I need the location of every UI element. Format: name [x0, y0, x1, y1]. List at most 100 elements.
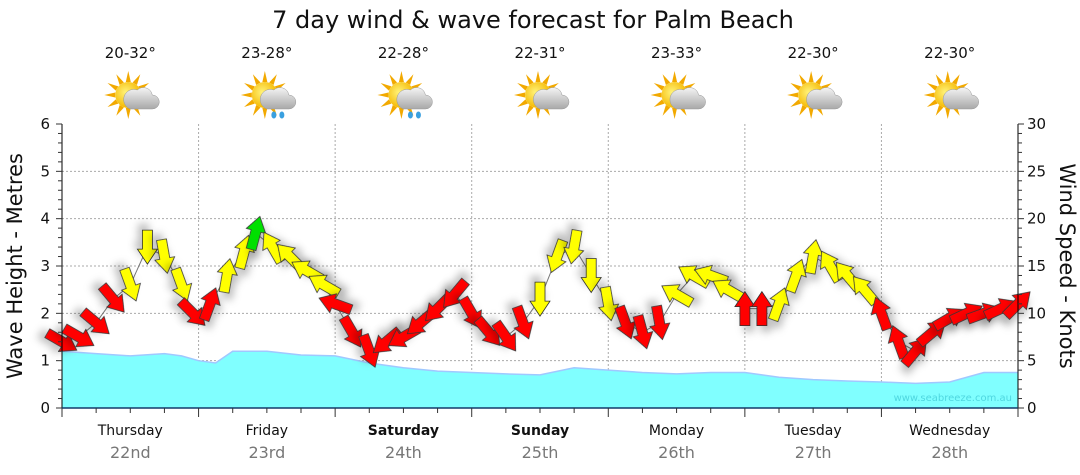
cloud — [669, 87, 706, 110]
wave-height-line — [61, 350, 1018, 385]
sun-ray — [535, 71, 541, 82]
temperature-range: 23-28° — [241, 44, 292, 62]
sun-ray — [799, 105, 807, 116]
right-tick-label: 25 — [1027, 162, 1046, 180]
sun-ray — [132, 74, 141, 85]
sun-ray — [380, 83, 392, 91]
wind-arrow — [712, 279, 746, 304]
sun-ray — [653, 99, 665, 107]
cloud — [806, 87, 843, 110]
sun-ray — [678, 74, 687, 85]
wind-arrow — [632, 314, 654, 350]
wind-arrow — [751, 290, 773, 327]
temperature-range: 22-30° — [788, 44, 839, 62]
temperature-range: 22-28° — [378, 44, 429, 62]
right-tick-label: 0 — [1027, 399, 1037, 417]
sun-ray — [104, 92, 116, 98]
sun-ray — [935, 105, 944, 116]
sun-ray — [398, 108, 404, 119]
sun-ray — [107, 99, 119, 107]
date-label: 25th — [522, 443, 559, 462]
sun-ray — [116, 105, 124, 116]
rain-drop — [271, 111, 277, 119]
sun-ray — [650, 92, 662, 98]
sun-cloud-icon — [650, 71, 706, 119]
wind-arrow — [443, 277, 470, 308]
left-axis-label: Wave Height - Metres — [3, 153, 27, 379]
sun-ray — [389, 74, 398, 85]
sun-ray — [945, 71, 951, 82]
sun-ray — [125, 71, 131, 82]
left-tick-label: 5 — [40, 162, 50, 180]
cloud — [260, 87, 297, 110]
temperature-range: 20-32° — [105, 44, 156, 62]
sun-ray — [377, 92, 389, 98]
sun-ray — [380, 99, 392, 107]
sun-ray — [790, 83, 802, 91]
sun-ray — [799, 74, 807, 85]
wind-arrow — [338, 314, 363, 348]
rain-drop — [279, 111, 285, 119]
wind-arrow — [458, 295, 482, 329]
wind-arrow — [900, 337, 927, 369]
wind-arrow — [870, 296, 893, 332]
sun-ray — [535, 108, 541, 119]
wind-arrow — [308, 274, 342, 299]
wind-arrow — [649, 304, 671, 341]
sun-ray — [926, 83, 938, 91]
wind-arrow — [853, 276, 880, 307]
date-label: 24th — [385, 443, 422, 462]
wind-arrow — [1001, 291, 1031, 321]
sun-ray — [815, 74, 824, 85]
temperature-range: 22-30° — [924, 44, 975, 62]
wind-arrow — [154, 238, 176, 274]
right-axis-label: Wind Speed - Knots — [1055, 163, 1079, 368]
right-tick-label: 20 — [1027, 210, 1046, 228]
right-tick-label: 5 — [1027, 352, 1037, 370]
sun-ray — [405, 74, 414, 85]
wind-arrow — [580, 258, 602, 294]
sun-ray — [262, 108, 268, 119]
wind-arrow — [176, 297, 206, 326]
day-label: Sunday — [511, 423, 569, 439]
wind-arrow — [529, 281, 551, 317]
temperature-range: 23-33° — [651, 44, 702, 62]
sun-ray — [517, 83, 528, 91]
wind-arrow — [119, 266, 141, 302]
left-tick-label: 3 — [40, 257, 50, 275]
wind-arrow — [245, 215, 267, 252]
sun-ray — [389, 105, 398, 116]
wind-arrow — [198, 287, 221, 323]
wind-arrow — [597, 285, 620, 322]
day-label: Saturday — [368, 423, 439, 439]
sun-ray — [542, 74, 550, 85]
gridlines — [62, 124, 1018, 408]
sun-ray — [107, 83, 119, 91]
cloud — [123, 87, 160, 110]
sun-ray — [398, 71, 404, 82]
wind-arrow — [318, 293, 354, 315]
wind-arrow — [79, 307, 110, 335]
sun-ray — [517, 99, 528, 107]
sun-ray — [672, 71, 678, 82]
wind-arrow — [563, 229, 585, 265]
sun-ray — [935, 74, 944, 85]
sun-ray — [662, 74, 671, 85]
day-label: Monday — [649, 423, 704, 439]
wind-arrow — [511, 304, 534, 340]
sun-ray — [790, 99, 802, 107]
wind-arrow — [785, 258, 807, 294]
left-tick-label: 0 — [40, 399, 50, 417]
sun-ray — [252, 74, 261, 85]
sun-ray — [514, 92, 525, 98]
wind-arrow — [614, 304, 637, 340]
sun-ray — [116, 74, 124, 85]
temperature-range: 22-31° — [514, 44, 565, 62]
sun-ray — [672, 108, 678, 119]
sun-cloud-icon — [104, 71, 160, 119]
sun-ray — [244, 83, 255, 91]
wind-arrow — [61, 323, 95, 348]
left-tick-label: 2 — [40, 304, 50, 322]
wind-arrow — [491, 319, 517, 352]
